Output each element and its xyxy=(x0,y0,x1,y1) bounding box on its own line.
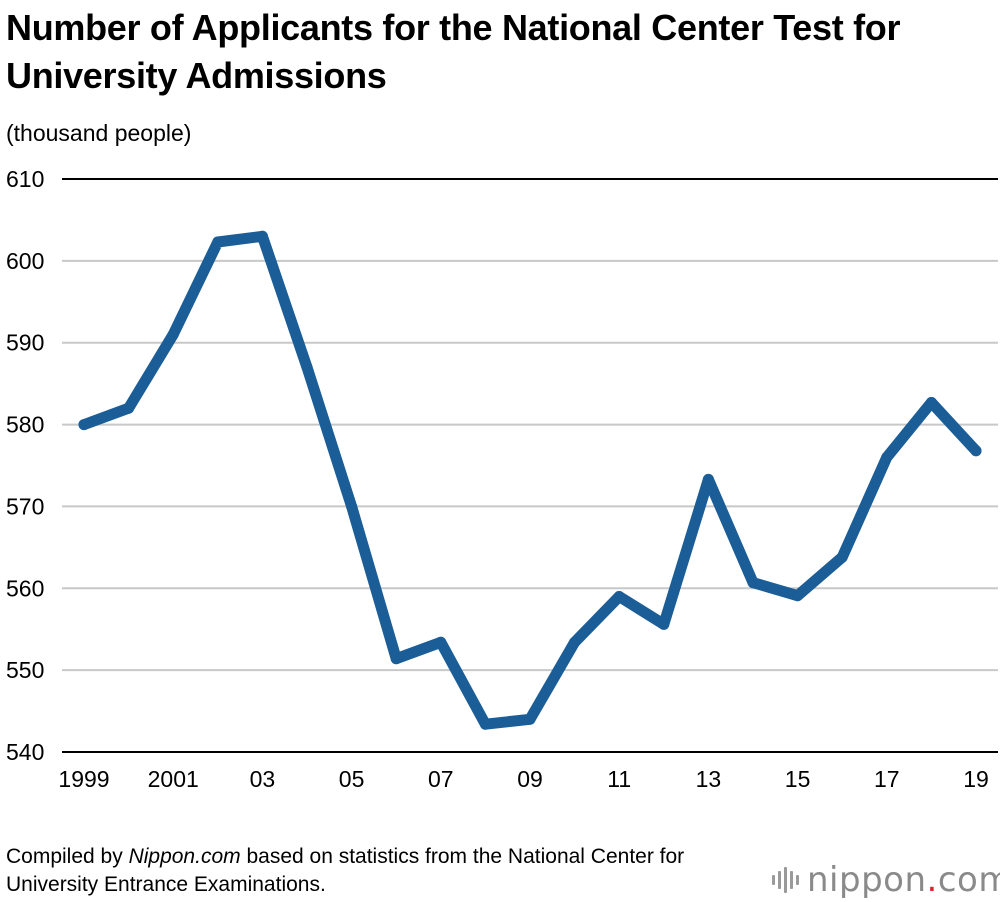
y-tick-label: 590 xyxy=(6,330,44,356)
data-point xyxy=(212,236,224,248)
y-tick-label: 580 xyxy=(6,412,44,438)
y-tick-label: 540 xyxy=(6,739,44,765)
brand-wordmark: nippon.com xyxy=(807,860,1000,900)
x-tick-label: 07 xyxy=(428,766,454,792)
series-layer xyxy=(78,230,982,730)
x-tick-label: 17 xyxy=(874,766,900,792)
source-suffix: based on statistics from the National Ce… xyxy=(6,845,685,896)
brand-dot: . xyxy=(926,860,938,900)
nippon-logo: nippon.com xyxy=(772,860,1000,900)
data-point xyxy=(702,473,714,485)
data-point xyxy=(390,653,402,665)
y-axis-ticks: 540 550 560 570 580 590 600 610 xyxy=(6,166,44,765)
line-chart: 540 550 560 570 580 590 600 610 1999 2001 03 05 07 0… xyxy=(6,166,998,792)
x-tick-label: 11 xyxy=(607,766,631,792)
data-point xyxy=(836,551,848,563)
data-point xyxy=(256,230,268,242)
data-point xyxy=(613,590,625,602)
x-axis-ticks: 1999 2001 03 05 07 09 11 13 15 17 19 xyxy=(58,766,988,792)
x-tick-label: 13 xyxy=(696,766,722,792)
data-point xyxy=(301,361,313,373)
y-tick-label: 610 xyxy=(6,166,44,192)
sound-bars-icon xyxy=(772,867,799,893)
x-tick-label: 15 xyxy=(785,766,811,792)
y-tick-label: 550 xyxy=(6,657,44,683)
y-tick-label: 560 xyxy=(6,575,44,601)
source-prefix: Compiled by xyxy=(6,845,129,868)
brand-name-part2: com xyxy=(937,860,1000,900)
y-tick-label: 570 xyxy=(6,493,44,519)
data-point xyxy=(524,713,536,725)
series-line xyxy=(78,230,982,730)
data-point xyxy=(658,618,670,630)
data-point xyxy=(747,577,759,589)
y-tick-label: 600 xyxy=(6,248,44,274)
x-tick-label: 09 xyxy=(517,766,543,792)
data-point xyxy=(435,636,447,648)
brand-name-part1: nippon xyxy=(807,860,927,900)
data-point xyxy=(970,445,982,457)
source-note: Compiled by Nippon.com based on statisti… xyxy=(6,843,726,899)
data-point xyxy=(925,396,937,408)
x-tick-label: 03 xyxy=(250,766,276,792)
data-point xyxy=(346,500,358,512)
grid-lines xyxy=(62,178,998,753)
data-point xyxy=(792,590,804,602)
x-tick-label: 19 xyxy=(963,766,989,792)
data-point xyxy=(569,636,581,648)
x-tick-label: 1999 xyxy=(58,766,109,792)
data-point xyxy=(123,402,135,414)
y-axis-unit-label: (thousand people) xyxy=(6,120,192,146)
source-name: Nippon.com xyxy=(128,845,241,868)
data-point xyxy=(78,419,90,431)
x-tick-label: 05 xyxy=(339,766,365,792)
chart-title: Number of Applicants for the National Ce… xyxy=(6,7,901,96)
data-point xyxy=(479,718,491,730)
data-point xyxy=(881,451,893,463)
data-point xyxy=(167,329,179,341)
x-tick-label: 2001 xyxy=(148,766,199,792)
